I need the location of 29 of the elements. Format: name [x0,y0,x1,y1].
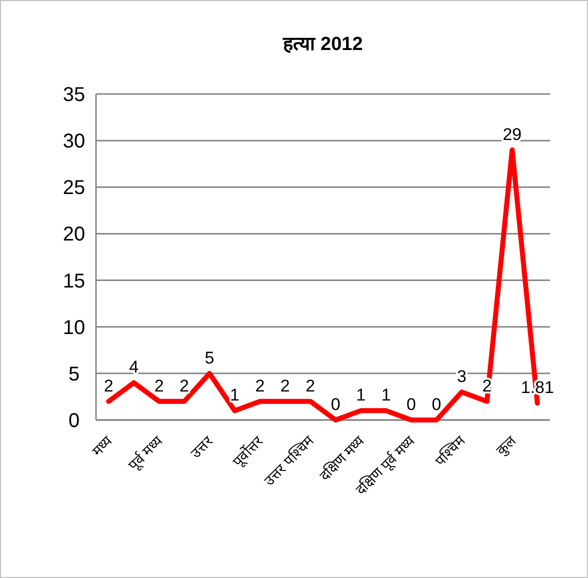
data-label: 2 [306,376,316,396]
data-label: 2 [154,376,164,396]
chart-title: हत्या 2012 [282,34,363,55]
y-tick-label: 0 [68,410,80,432]
data-label: 0 [406,395,416,414]
y-tick-label: 20 [62,224,86,246]
data-label: 5 [204,348,214,368]
y-tick-label: 15 [62,270,86,292]
data-label: 1 [381,386,391,405]
y-tick-label: 5 [68,363,80,386]
x-tick-label: पूर्व मध्य [124,432,167,474]
y-tick-label: 35 [62,84,86,106]
data-label: 29 [502,124,522,144]
data-label: 2 [180,376,190,396]
data-label: 3 [456,367,466,386]
x-tick-label: उत्तर [187,432,216,462]
data-label: 1 [356,386,366,405]
data-label: 0 [432,395,442,414]
x-tick-label: मध्य [88,432,116,459]
y-tick-label: 25 [62,177,86,200]
data-label: 2 [104,376,114,396]
y-tick-label: 10 [62,316,86,339]
data-label: 2 [255,376,265,396]
data-label: 4 [129,358,139,377]
data-label: 0 [330,395,340,414]
data-label: 1 [230,386,240,405]
y-tick-label: 30 [62,130,86,153]
x-tick-label: कुल [492,432,520,459]
data-label: 2 [280,376,290,396]
